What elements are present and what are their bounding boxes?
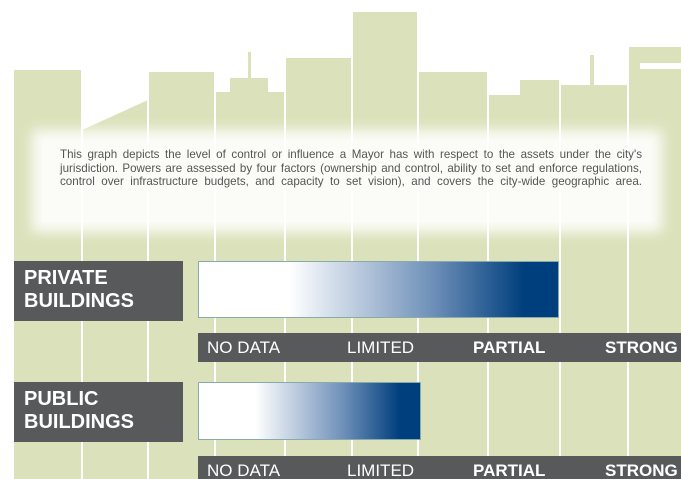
description-box: This graph depicts the level of control …: [42, 140, 652, 222]
scale-label: NO DATA: [207, 338, 281, 357]
scale-label: STRONG: [605, 461, 678, 479]
label-line: PUBLIC: [24, 388, 99, 410]
scale-label: NO DATA: [207, 461, 281, 479]
scale-label: STRONG: [605, 338, 678, 357]
scale-label: LIMITED: [347, 461, 415, 479]
label-line: PRIVATE: [24, 267, 108, 289]
scale-label: LIMITED: [347, 338, 415, 357]
scale: NO DATA LIMITED PARTIAL STRONG: [198, 456, 681, 479]
label-line: BUILDINGS: [24, 290, 134, 312]
scale: NO DATA LIMITED PARTIAL STRONG: [198, 333, 681, 362]
scale-label: PARTIAL: [473, 338, 546, 357]
description: This graph depicts the level of control …: [60, 148, 642, 189]
level-bar: [198, 382, 421, 440]
level-bar: [198, 261, 559, 318]
label-line: BUILDINGS: [24, 411, 134, 433]
scale-label: PARTIAL: [473, 461, 546, 479]
row-label: PUBLIC BUILDINGS: [14, 382, 183, 442]
row-label: PRIVATE BUILDINGS: [14, 261, 183, 321]
